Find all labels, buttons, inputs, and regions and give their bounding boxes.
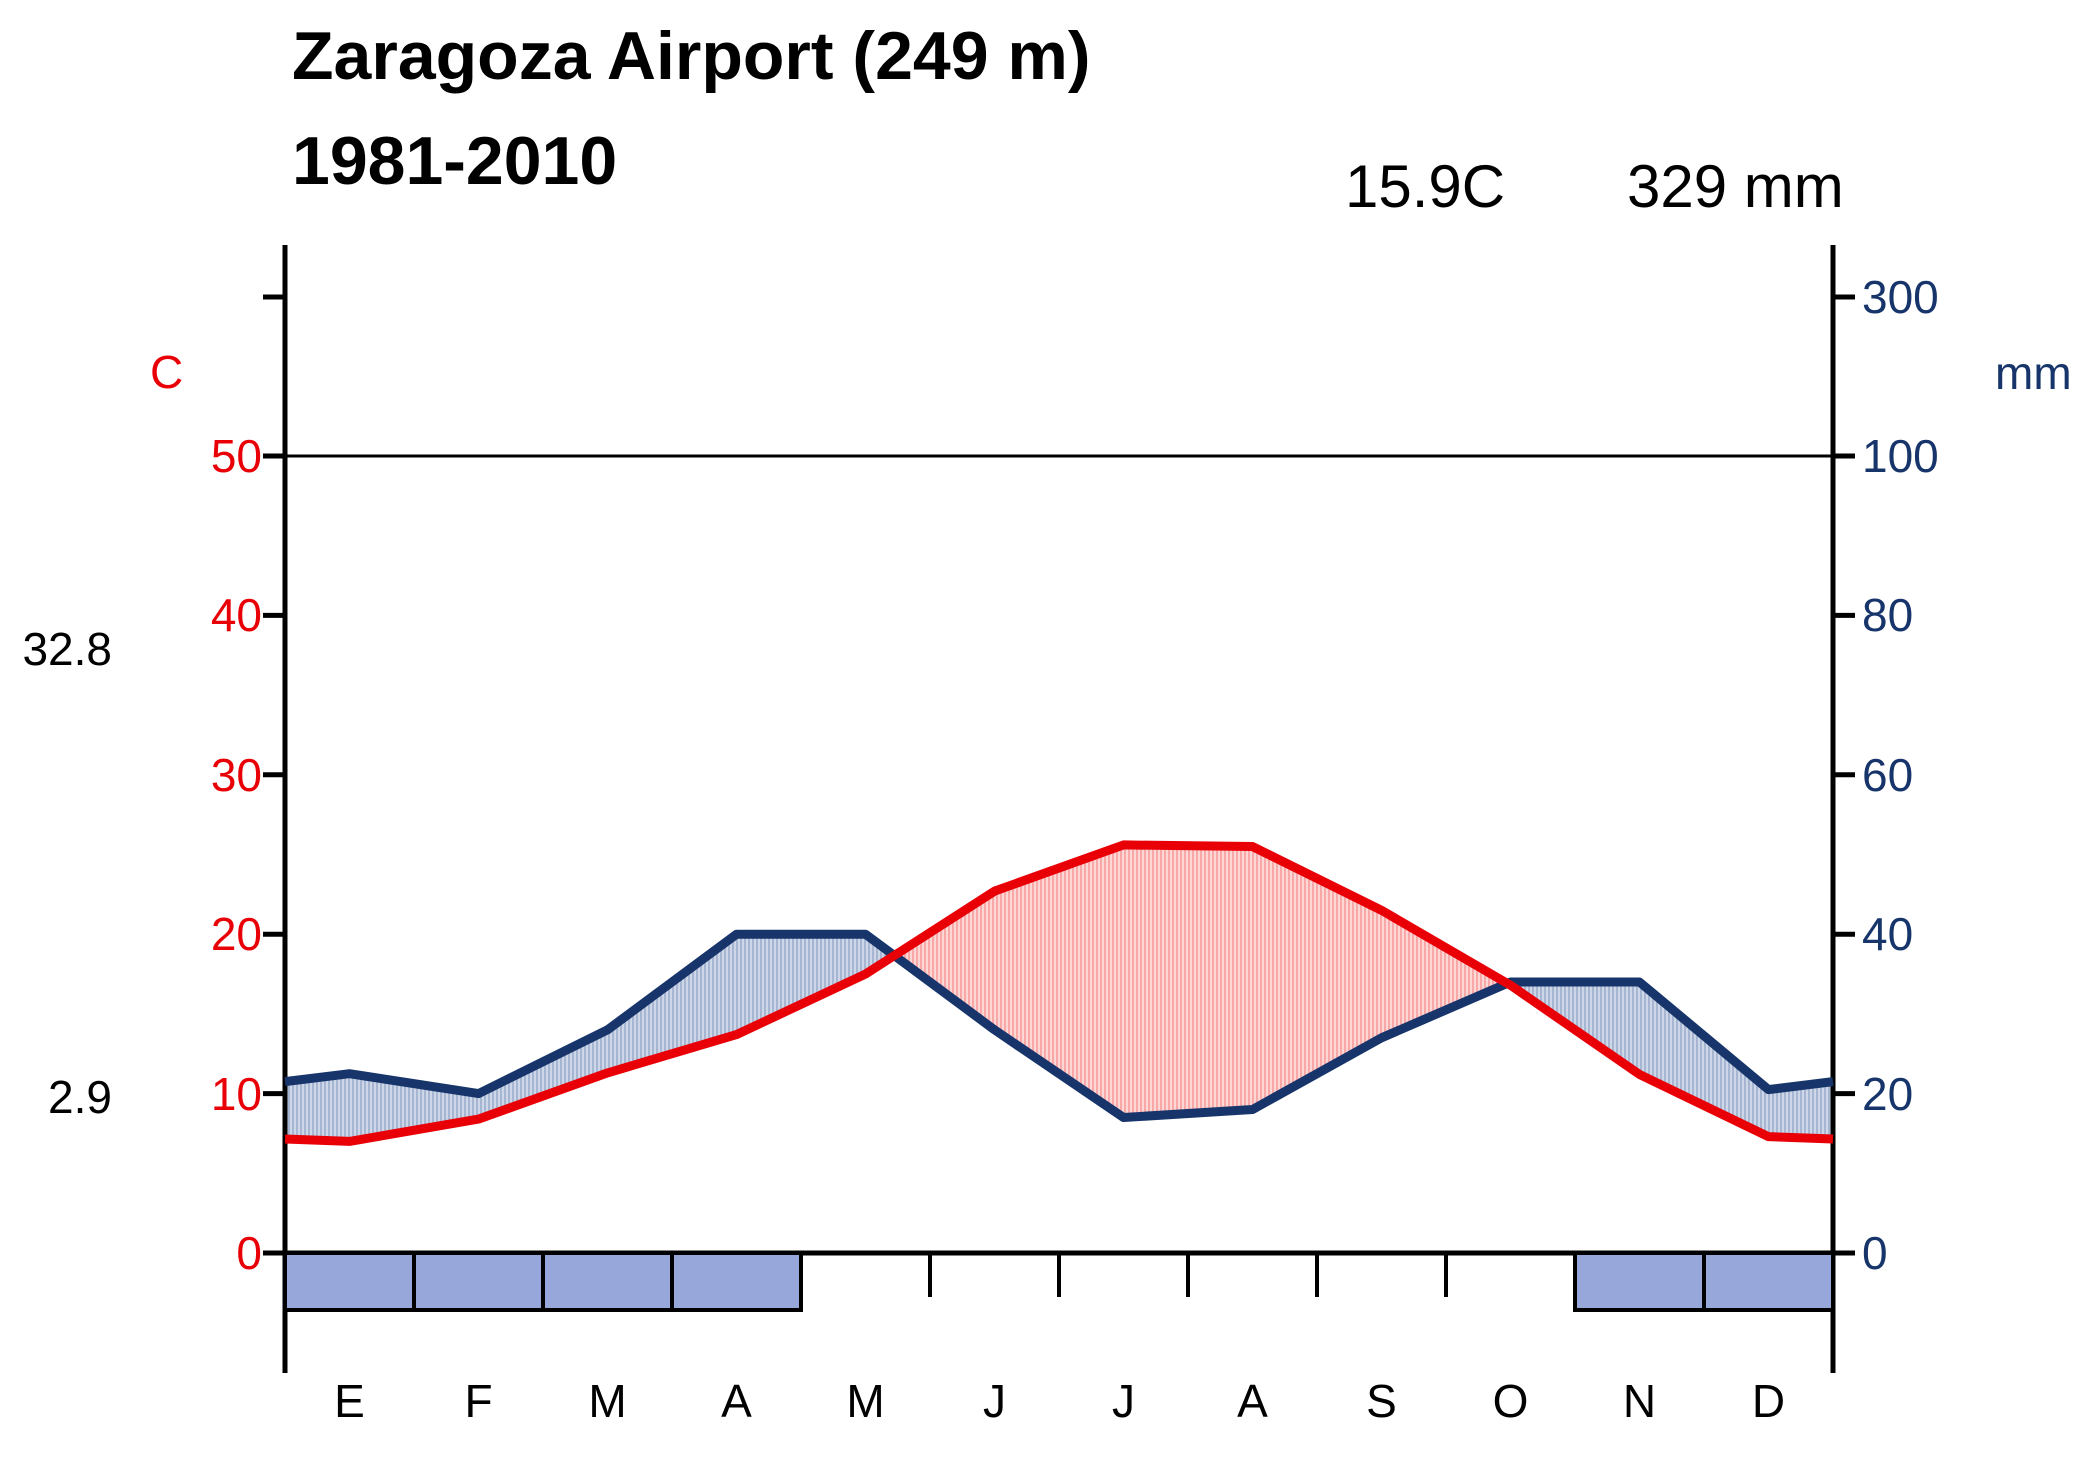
month-label: N [1622,1375,1657,1427]
station-title: Zaragoza Airport (249 m) [292,18,1091,94]
frost-month-box [670,1251,803,1312]
month-label: J [1112,1375,1135,1427]
right-axis-tick-label: 20 [1862,1067,1914,1120]
period-subtitle: 1981-2010 [292,123,618,199]
month-label: M [846,1375,885,1427]
annual-mean-temperature: 15.9C [1345,153,1506,220]
right-axis-tick-label: 100 [1862,430,1939,482]
month-label: J [983,1375,1006,1427]
frost-month-box [412,1251,545,1312]
frost-month-box [283,1251,416,1312]
axes-and-ticks [263,245,1855,1373]
left-axis-tick-label: 0 [236,1227,262,1279]
frost-month-boxes [283,1251,1835,1312]
left-axis-unit: C [150,346,184,398]
month-label: F [464,1375,493,1427]
right-axis-unit: mm [1995,347,2072,399]
humid-period-fill [1507,982,1833,1140]
hatched-fill-regions [285,844,1833,1142]
frost-month-box [1702,1251,1835,1312]
month-label: D [1751,1375,1786,1427]
left-axis-tick-label: 30 [210,748,262,801]
month-label: A [1237,1375,1268,1427]
right-axis-tick-label: 300 [1862,270,1939,323]
left-axis-tick-label: 50 [210,430,262,482]
frost-month-box [541,1251,674,1312]
month-label: A [721,1375,752,1427]
annual-precipitation: 329 mm [1627,153,1844,220]
left-axis-tick-label: 40 [210,589,262,642]
month-label: E [334,1375,365,1427]
precipitation-curve [284,929,1834,1123]
data-curves [284,840,1834,1146]
right-axis-tick-label: 80 [1862,589,1914,642]
left-axis-tick-label: 20 [210,908,262,961]
right-axis-tick-label: 60 [1862,748,1914,801]
month-label: M [588,1375,627,1427]
right-axis-tick-label: 40 [1862,908,1914,961]
right-axis-tick-label: 0 [1862,1227,1888,1279]
frost-month-box [1573,1251,1706,1312]
left-axis-tick-label: 10 [210,1067,262,1120]
arid-period-fill [894,844,1508,1118]
temperature-curve [284,840,1834,1146]
mean-min-coldest-month: 2.9 [48,1071,112,1123]
month-label: S [1366,1375,1397,1427]
mean-max-warmest-month: 32.8 [22,623,112,675]
month-label: O [1492,1375,1529,1427]
